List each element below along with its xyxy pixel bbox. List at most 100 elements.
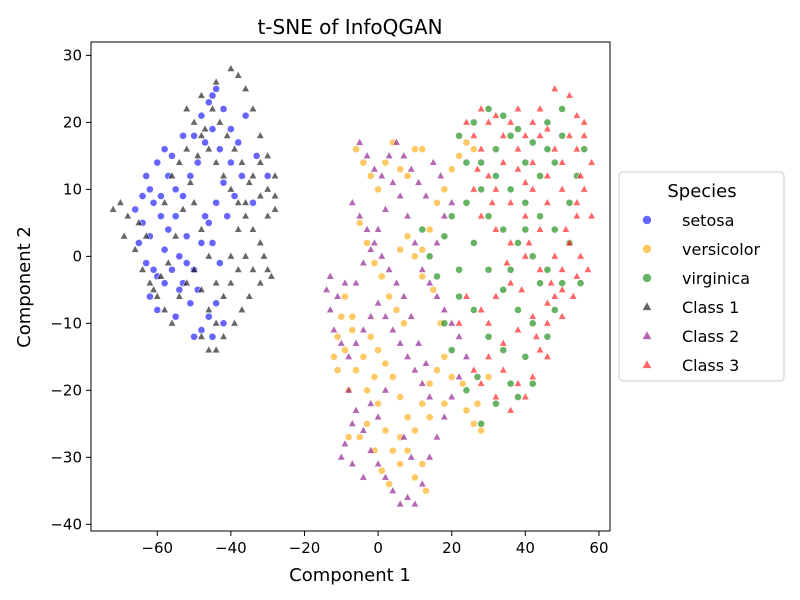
point-setosa xyxy=(197,111,206,120)
series-setosa xyxy=(131,84,272,341)
point-class-1 xyxy=(197,332,206,340)
point-versicolor xyxy=(385,292,394,301)
point-versicolor xyxy=(469,145,478,154)
point-versicolor xyxy=(370,259,379,267)
point-class-1 xyxy=(167,318,177,327)
point-class-1 xyxy=(270,204,280,213)
point-class-2 xyxy=(366,244,375,253)
point-setosa xyxy=(157,192,165,200)
point-versicolor xyxy=(422,486,430,495)
point-class-2 xyxy=(395,499,405,508)
point-class-2 xyxy=(329,325,339,334)
point-setosa xyxy=(238,172,246,180)
point-versicolor xyxy=(366,332,375,341)
point-versicolor xyxy=(418,460,427,468)
point-virginica xyxy=(491,145,500,154)
point-setosa xyxy=(190,332,198,341)
point-class-2 xyxy=(359,472,368,481)
point-setosa xyxy=(134,239,143,247)
point-class-1 xyxy=(211,77,221,86)
point-class-1 xyxy=(215,117,225,126)
point-class-1 xyxy=(248,265,258,273)
point-class-3 xyxy=(550,291,559,300)
point-class-1 xyxy=(130,244,140,253)
point-class-3 xyxy=(491,110,501,119)
legend-marker xyxy=(642,273,652,283)
point-setosa xyxy=(149,198,158,207)
point-class-2 xyxy=(407,164,416,173)
point-class-2 xyxy=(340,278,350,287)
legend-marker xyxy=(642,302,652,311)
point-class-1 xyxy=(197,224,206,233)
point-virginica xyxy=(506,379,515,388)
point-class-3 xyxy=(476,104,486,112)
point-versicolor xyxy=(359,352,368,361)
point-class-2 xyxy=(373,298,383,307)
point-class-1 xyxy=(226,251,236,260)
point-class-1 xyxy=(222,131,232,139)
point-class-1 xyxy=(178,204,188,213)
point-class-1 xyxy=(263,184,272,193)
point-class-1 xyxy=(164,258,173,267)
point-class-2 xyxy=(421,191,431,200)
point-class-3 xyxy=(517,285,526,293)
point-class-1 xyxy=(204,305,213,313)
point-class-3 xyxy=(535,224,545,233)
point-class-1 xyxy=(259,251,269,260)
legend-item-versicolor: versicolor xyxy=(642,240,760,259)
point-class-2 xyxy=(348,419,357,427)
point-class-1 xyxy=(160,198,169,206)
y-tick-label: 30 xyxy=(63,46,82,64)
point-class-1 xyxy=(256,157,265,166)
point-setosa xyxy=(219,319,228,328)
point-class-2 xyxy=(348,459,357,467)
point-class-2 xyxy=(351,278,361,287)
point-class-1 xyxy=(138,265,147,273)
point-class-2 xyxy=(432,432,442,441)
point-class-3 xyxy=(535,265,545,273)
point-virginica xyxy=(440,232,449,241)
point-class-2 xyxy=(333,291,342,300)
series-versicolor xyxy=(330,138,493,495)
legend-item-setosa: setosa xyxy=(642,211,734,230)
point-virginica xyxy=(447,346,456,355)
point-class-1 xyxy=(211,345,221,354)
point-class-1 xyxy=(219,171,228,179)
x-axis-label: Component 1 xyxy=(289,565,411,586)
point-class-2 xyxy=(403,211,412,220)
legend-marker xyxy=(642,331,652,340)
point-setosa xyxy=(138,192,147,200)
legend-marker xyxy=(642,360,652,369)
point-class-3 xyxy=(506,198,515,206)
point-class-3 xyxy=(491,392,501,401)
point-class-1 xyxy=(208,104,217,112)
point-class-3 xyxy=(469,365,479,374)
point-class-3 xyxy=(521,392,530,401)
point-versicolor xyxy=(458,379,467,388)
point-class-1 xyxy=(263,211,272,220)
point-class-2 xyxy=(344,352,353,360)
point-setosa xyxy=(153,306,162,314)
point-versicolor xyxy=(388,446,397,455)
chart-title: t-SNE of InfoQGAN xyxy=(257,15,442,39)
point-class-3 xyxy=(476,144,486,153)
point-class-2 xyxy=(425,452,434,461)
point-class-2 xyxy=(454,372,464,380)
point-versicolor xyxy=(370,373,379,381)
point-versicolor xyxy=(425,413,434,422)
point-versicolor xyxy=(403,413,412,422)
point-versicolor xyxy=(355,218,364,227)
point-class-1 xyxy=(211,157,221,166)
point-class-2 xyxy=(351,405,361,414)
point-class-2 xyxy=(418,479,427,488)
point-setosa xyxy=(179,192,187,200)
point-class-1 xyxy=(175,157,184,166)
point-class-2 xyxy=(384,265,394,273)
point-versicolor xyxy=(333,332,342,341)
point-setosa xyxy=(230,192,239,200)
point-setosa xyxy=(201,212,210,221)
point-class-2 xyxy=(384,151,394,159)
point-class-1 xyxy=(200,124,210,133)
point-class-3 xyxy=(543,171,552,179)
point-setosa xyxy=(215,145,224,154)
